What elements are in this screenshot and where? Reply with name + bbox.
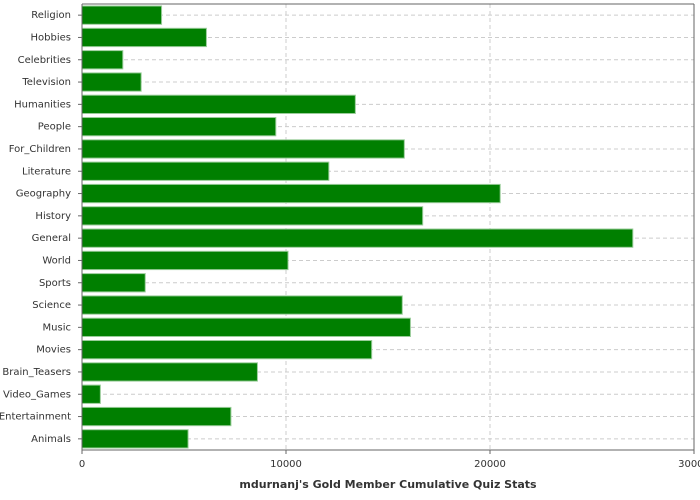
bar — [81, 27, 207, 48]
bar — [81, 273, 146, 293]
x-axis-title: mdurnanj's Gold Member Cumulative Quiz S… — [239, 478, 537, 491]
y-tick-label: Animals — [31, 434, 71, 445]
bar — [81, 250, 289, 271]
y-tick-label: Religion — [31, 10, 71, 21]
bar — [81, 94, 356, 114]
y-tick-label: For_Children — [9, 144, 71, 155]
bar — [81, 50, 124, 70]
bar — [81, 161, 330, 181]
bar — [81, 317, 411, 337]
y-tick-label: History — [35, 211, 71, 222]
y-tick-label: Geography — [16, 189, 71, 200]
y-tick-label: Brain_Teasers — [2, 367, 71, 378]
y-tick-label: Literature — [22, 166, 71, 177]
bar — [81, 72, 142, 92]
bar — [81, 117, 277, 137]
y-tick-label: Music — [43, 322, 71, 333]
x-tick-label: 20000 — [474, 459, 506, 470]
bar — [81, 183, 501, 204]
y-tick-label: Hobbies — [31, 32, 71, 43]
bar — [81, 206, 424, 226]
y-tick-label: Entertainment — [0, 412, 71, 423]
y-tick-label: Science — [32, 300, 71, 311]
y-tick-label: People — [38, 122, 71, 133]
bar — [81, 228, 634, 248]
bar — [81, 362, 258, 382]
y-tick-label: Movies — [36, 345, 71, 356]
y-tick-label: Video_Games — [3, 389, 71, 400]
y-tick-label: General — [32, 233, 71, 244]
bar — [81, 384, 101, 404]
y-tick-label: Humanities — [14, 99, 71, 110]
bar — [81, 139, 405, 159]
bar — [81, 429, 189, 449]
y-tick-label: World — [42, 255, 71, 266]
x-tick-label: 10000 — [270, 459, 302, 470]
plot-area — [82, 4, 694, 450]
bar — [81, 295, 403, 315]
bar — [81, 5, 163, 25]
y-tick-label: Television — [21, 77, 71, 88]
y-tick-label: Celebrities — [18, 55, 71, 66]
bar — [81, 340, 373, 360]
x-tick-label: 30000 — [678, 459, 700, 470]
bar — [81, 406, 232, 427]
x-tick-label: 0 — [79, 459, 85, 470]
y-tick-label: Sports — [39, 278, 71, 289]
